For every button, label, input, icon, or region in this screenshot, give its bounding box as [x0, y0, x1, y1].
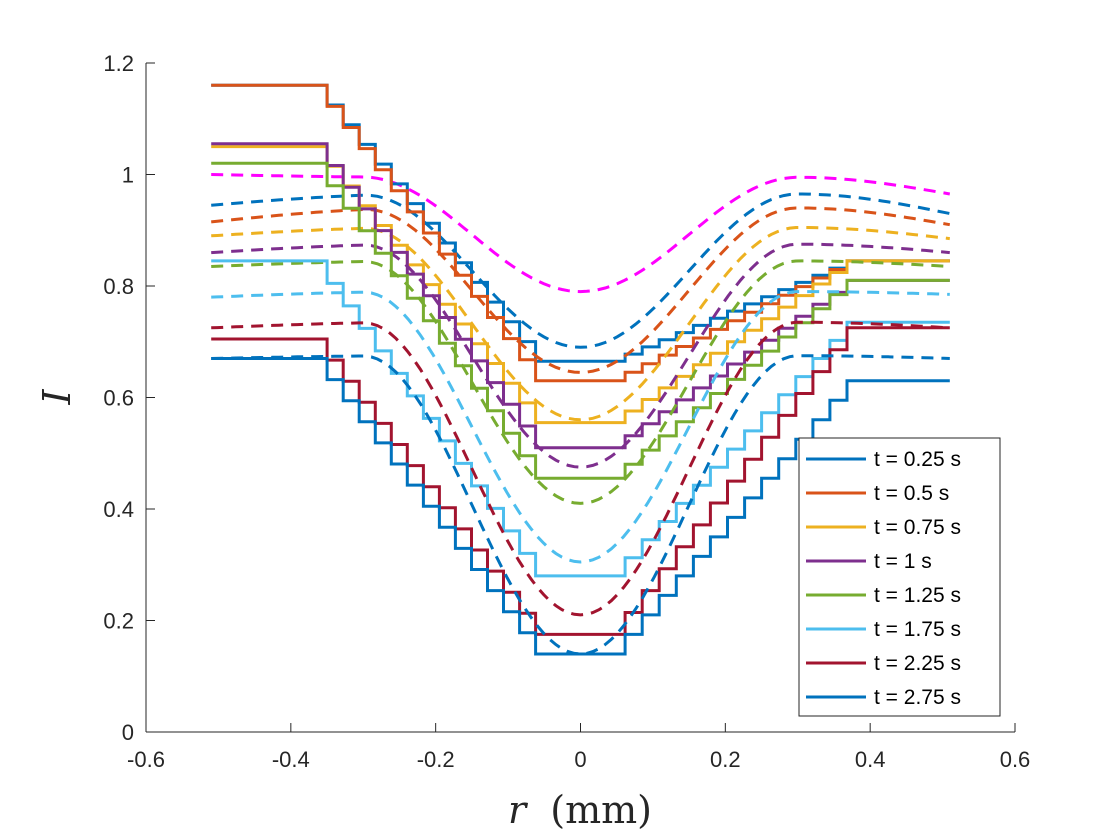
theory-line-series-2	[211, 226, 950, 422]
x-tick-label: 0	[574, 747, 586, 772]
theory-line-series-6	[211, 320, 950, 617]
measured-line-series-5	[211, 259, 950, 578]
legend-entries: t = 0.25 s t = 0.5 s t = 0.75 s t = 1 s t = …	[806, 448, 961, 709]
theory-line-series-1	[211, 206, 951, 374]
reference-line-dashed	[211, 173, 951, 294]
y-tick-label: 0.6	[103, 386, 134, 411]
x-tick-label: 0.6	[1000, 747, 1031, 772]
theory-line-series-5	[211, 290, 950, 564]
tick-layer: -0.6 -0.4 -0.2 0 0.2 0.4 0.6 0 0.2 0.4 0.6 0.8 1 1.2	[103, 51, 1030, 772]
legend-label: t = 1.25 s	[874, 584, 961, 607]
y-tick-label: 0.8	[103, 274, 134, 299]
measured-line-series-7	[211, 357, 950, 656]
legend-label: t = 0.75 s	[874, 516, 961, 539]
theory-line-series-3	[211, 242, 950, 469]
x-tick-label: -0.2	[417, 747, 455, 772]
legend-box	[798, 437, 1001, 717]
measured-line-series-1	[211, 83, 950, 383]
y-axis-label: I	[35, 389, 79, 406]
x-tick-label: 0.2	[710, 747, 741, 772]
y-tick-label: 0.2	[103, 609, 134, 634]
y-tick-label: 0	[122, 720, 134, 745]
measured-line-series-3	[211, 142, 950, 450]
y-tick-label: 1	[122, 163, 134, 188]
x-tick-label: 0.4	[855, 747, 886, 772]
legend-label: t = 2.75 s	[874, 686, 961, 709]
legend-label: t = 0.25 s	[874, 448, 961, 471]
measured-line-series-4	[211, 161, 950, 480]
legend-label: t = 1 s	[874, 550, 932, 573]
measured-line-series-6	[211, 326, 950, 636]
legend-label: t = 2.25 s	[874, 652, 961, 675]
legend-label: t = 1.75 s	[874, 618, 961, 641]
x-axis-label: r (mm)	[508, 788, 652, 832]
theory-line-series-0	[211, 192, 951, 349]
theory-line-series-4	[211, 259, 950, 505]
y-tick-label: 0.4	[103, 497, 134, 522]
x-axis-variable: r	[508, 788, 529, 832]
y-tick-label: 1.2	[103, 51, 134, 76]
x-tick-label: -0.6	[127, 747, 165, 772]
x-tick-label: -0.4	[272, 747, 310, 772]
theory-line-series-7	[211, 354, 950, 656]
legend-label: t = 0.5 s	[874, 482, 949, 505]
data-layer	[211, 83, 951, 656]
x-axis-unit: (mm)	[550, 788, 652, 832]
legend: t = 0.25 s t = 0.5 s t = 0.75 s t = 1 s t = …	[798, 437, 1001, 717]
